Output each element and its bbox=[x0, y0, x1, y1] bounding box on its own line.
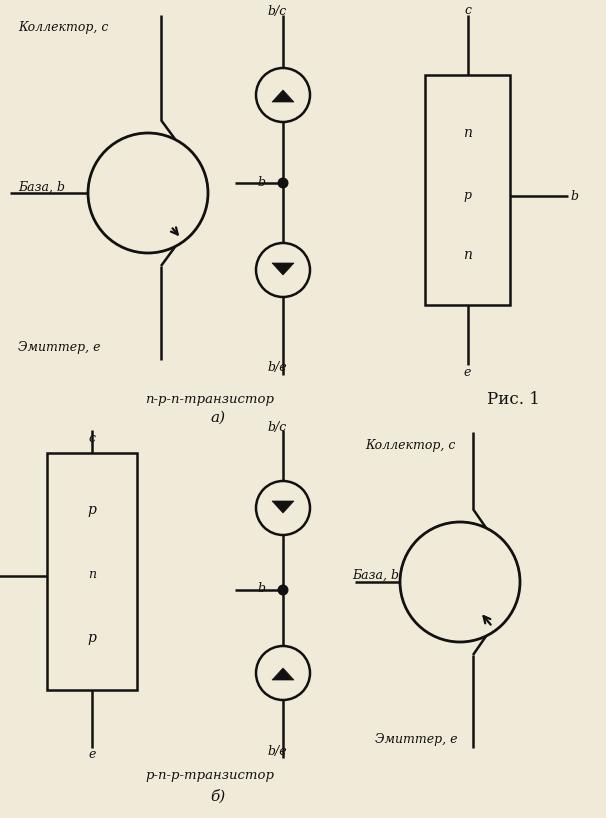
Text: b: b bbox=[257, 176, 265, 188]
Text: р: р bbox=[464, 190, 471, 203]
Text: Коллектор, с: Коллектор, с bbox=[365, 438, 455, 452]
Polygon shape bbox=[272, 501, 294, 513]
Text: п: п bbox=[463, 248, 472, 262]
Text: b: b bbox=[257, 582, 265, 596]
Bar bbox=[425, 75, 510, 305]
Polygon shape bbox=[272, 90, 294, 102]
Bar bbox=[47, 453, 137, 690]
Text: b/c: b/c bbox=[267, 421, 286, 434]
Text: База, b: База, b bbox=[352, 569, 399, 582]
Circle shape bbox=[256, 481, 310, 535]
Text: Коллектор, с: Коллектор, с bbox=[18, 21, 108, 34]
Text: п: п bbox=[88, 569, 96, 582]
Text: р: р bbox=[87, 631, 96, 645]
Circle shape bbox=[256, 646, 310, 700]
Text: b/e: b/e bbox=[267, 745, 287, 758]
Text: b/e: b/e bbox=[267, 362, 287, 375]
Text: База, b: База, b bbox=[18, 181, 65, 194]
Text: а): а) bbox=[210, 411, 225, 425]
Text: e: e bbox=[464, 366, 471, 379]
Circle shape bbox=[88, 133, 208, 253]
Text: Эмиттер, е: Эмиттер, е bbox=[18, 341, 101, 354]
Text: б): б) bbox=[210, 789, 225, 803]
Polygon shape bbox=[272, 668, 294, 680]
Circle shape bbox=[256, 243, 310, 297]
Circle shape bbox=[400, 522, 520, 642]
Text: e: e bbox=[88, 748, 96, 762]
Text: п-р-п-транзистор: п-р-п-транзистор bbox=[145, 393, 275, 407]
Circle shape bbox=[278, 178, 288, 188]
Text: Рис. 1: Рис. 1 bbox=[487, 392, 539, 408]
Text: b/c: b/c bbox=[267, 6, 286, 19]
Polygon shape bbox=[272, 263, 294, 275]
Text: c: c bbox=[88, 432, 96, 444]
Text: c: c bbox=[464, 3, 471, 16]
Text: п: п bbox=[463, 126, 472, 140]
Text: Эмиттер, е: Эмиттер, е bbox=[375, 734, 458, 747]
Circle shape bbox=[256, 68, 310, 122]
Text: р-п-р-транзистор: р-п-р-транзистор bbox=[145, 768, 275, 781]
Circle shape bbox=[278, 585, 288, 596]
Text: b: b bbox=[570, 190, 578, 203]
Text: р: р bbox=[87, 503, 96, 517]
